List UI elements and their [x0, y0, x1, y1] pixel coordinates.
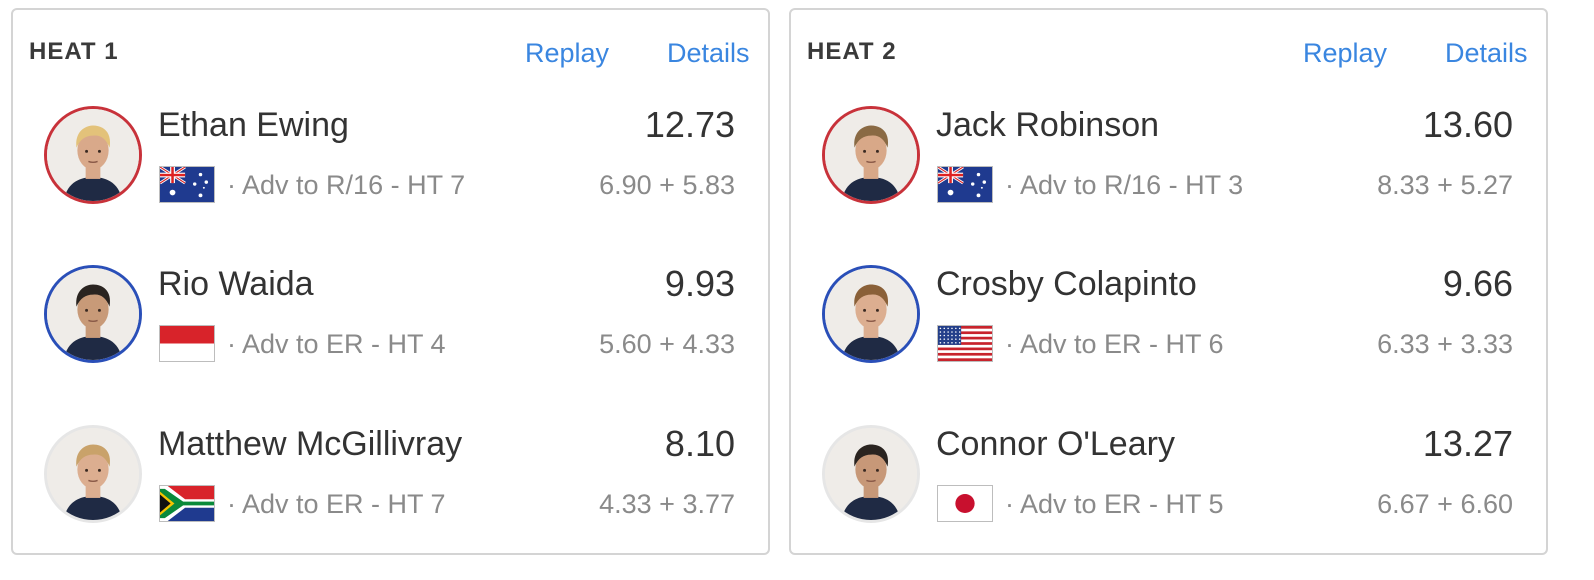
indonesia-flag-icon	[159, 325, 215, 362]
wave-scores: 8.33 + 5.27	[1377, 170, 1513, 200]
total-score: 8.10	[664, 423, 735, 464]
surfer-row[interactable]: Connor O'Leary · Adv to ER - HT 5 13.27 …	[791, 423, 1546, 543]
south-africa-flag-icon	[159, 485, 215, 522]
surfer-name: Ethan Ewing	[158, 106, 349, 144]
details-link[interactable]: Details	[667, 38, 750, 68]
surfer-avatar	[822, 106, 920, 204]
surfer-avatar	[44, 106, 142, 204]
replay-link[interactable]: Replay	[1303, 38, 1388, 68]
surfer-row[interactable]: Jack Robinson · Adv to R/16 - HT 3 13.60…	[791, 104, 1546, 224]
advancement-text: · Adv to ER - HT 5	[1005, 489, 1224, 519]
wave-scores: 4.33 + 3.77	[599, 489, 735, 519]
usa-flag-icon	[937, 325, 993, 362]
surfer-avatar	[44, 425, 142, 523]
surfer-name: Matthew McGillivray	[158, 425, 463, 463]
wave-scores: 6.33 + 3.33	[1377, 329, 1513, 359]
total-score: 9.93	[664, 263, 735, 304]
heat-title: HEAT 2	[807, 38, 897, 65]
japan-flag-icon	[937, 485, 993, 522]
replay-link[interactable]: Replay	[525, 38, 610, 68]
surfer-row[interactable]: Rio Waida · Adv to ER - HT 4 9.93 5.60 +…	[13, 263, 768, 383]
total-score: 9.66	[1442, 263, 1513, 304]
wave-scores: 6.67 + 6.60	[1377, 489, 1513, 519]
australia-flag-icon	[937, 166, 993, 203]
advancement-text: · Adv to ER - HT 4	[227, 329, 446, 359]
details-link[interactable]: Details	[1445, 38, 1528, 68]
heat-card-1: HEAT 1 Replay Details Ethan Ewing · Adv …	[11, 8, 770, 555]
total-score: 13.60	[1422, 104, 1513, 145]
surfer-avatar	[822, 425, 920, 523]
advancement-text: · Adv to R/16 - HT 7	[227, 170, 466, 200]
surfer-name: Rio Waida	[158, 265, 314, 303]
surfer-name: Jack Robinson	[936, 106, 1160, 144]
heat-title: HEAT 1	[29, 38, 119, 65]
wave-scores: 5.60 + 4.33	[599, 329, 735, 359]
surfer-name: Connor O'Leary	[936, 425, 1175, 463]
advancement-text: · Adv to ER - HT 7	[227, 489, 446, 519]
surfer-avatar	[44, 265, 142, 363]
total-score: 12.73	[644, 104, 735, 145]
surfer-row[interactable]: Ethan Ewing · Adv to R/16 - HT 7 12.73 6…	[13, 104, 768, 224]
surfer-row[interactable]: Matthew McGillivray · Adv to ER - HT 7 8…	[13, 423, 768, 543]
surfer-avatar	[822, 265, 920, 363]
advancement-text: · Adv to ER - HT 6	[1005, 329, 1224, 359]
australia-flag-icon	[159, 166, 215, 203]
surfer-row[interactable]: Crosby Colapinto · Adv to ER - HT 6 9.66…	[791, 263, 1546, 383]
total-score: 13.27	[1422, 423, 1513, 464]
heat-card-2: HEAT 2 Replay Details Jack Robinson · Ad…	[789, 8, 1548, 555]
surfer-name: Crosby Colapinto	[936, 265, 1197, 303]
wave-scores: 6.90 + 5.83	[599, 170, 735, 200]
advancement-text: · Adv to R/16 - HT 3	[1005, 170, 1244, 200]
